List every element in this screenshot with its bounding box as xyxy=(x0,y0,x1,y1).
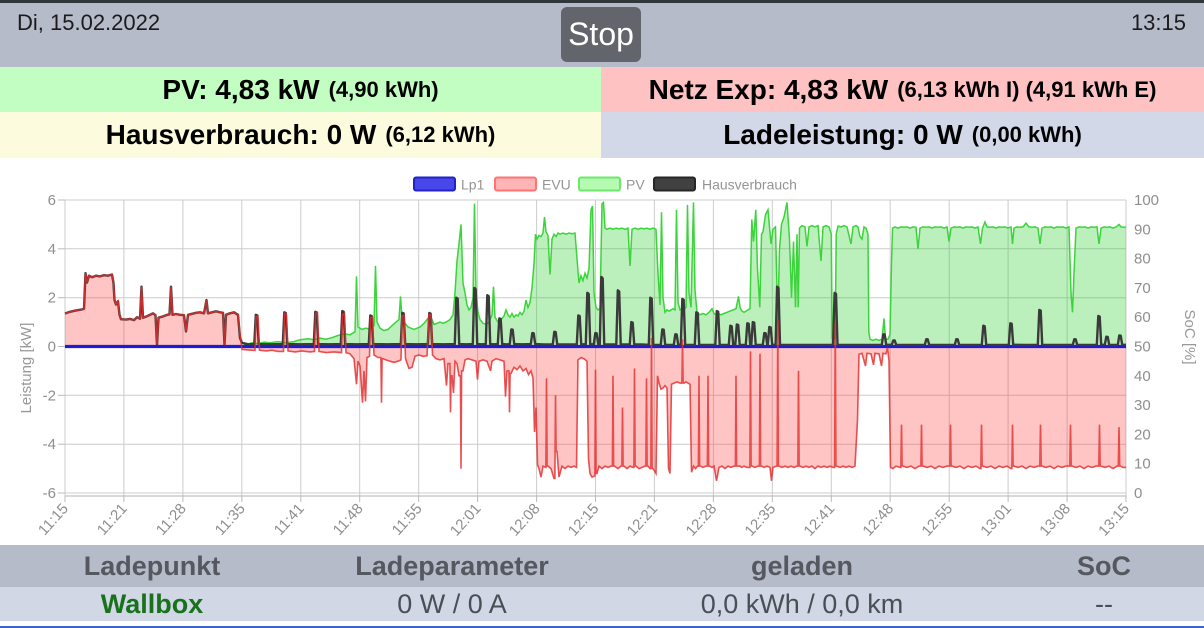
svg-text:11:15: 11:15 xyxy=(35,500,72,538)
svg-text:20: 20 xyxy=(1134,426,1151,443)
svg-text:11:41: 11:41 xyxy=(271,500,308,538)
svg-text:-6: -6 xyxy=(43,485,56,502)
svg-text:70: 70 xyxy=(1134,280,1151,297)
svg-text:12:41: 12:41 xyxy=(801,500,839,539)
svg-text:-2: -2 xyxy=(43,387,56,404)
svg-text:60: 60 xyxy=(1134,309,1151,326)
svg-text:6: 6 xyxy=(48,192,56,209)
svg-text:90: 90 xyxy=(1134,221,1151,238)
svg-text:12:55: 12:55 xyxy=(918,500,956,539)
svg-text:12:21: 12:21 xyxy=(624,500,662,539)
svg-text:12:01: 12:01 xyxy=(447,500,485,539)
svg-text:Hausverbrauch: Hausverbrauch xyxy=(702,177,797,193)
svg-text:-4: -4 xyxy=(43,436,56,453)
svg-text:13:01: 13:01 xyxy=(977,500,1015,539)
svg-text:12:15: 12:15 xyxy=(565,500,603,539)
svg-text:12:48: 12:48 xyxy=(859,500,897,539)
svg-text:12:35: 12:35 xyxy=(742,500,780,539)
svg-text:13:08: 13:08 xyxy=(1036,500,1074,539)
svg-text:Leistung [kW]: Leistung [kW] xyxy=(18,323,35,414)
svg-text:11:35: 11:35 xyxy=(212,500,249,538)
svg-text:12:28: 12:28 xyxy=(683,500,721,539)
svg-text:11:21: 11:21 xyxy=(94,500,131,538)
svg-text:30: 30 xyxy=(1134,397,1151,414)
svg-text:SoC [%]: SoC [%] xyxy=(1181,309,1198,364)
svg-text:0: 0 xyxy=(48,339,56,356)
svg-text:13:15: 13:15 xyxy=(1095,500,1133,539)
svg-text:4: 4 xyxy=(48,241,56,258)
svg-text:11:48: 11:48 xyxy=(330,500,367,538)
svg-text:12:08: 12:08 xyxy=(506,500,544,539)
svg-text:40: 40 xyxy=(1134,368,1151,385)
svg-text:100: 100 xyxy=(1134,192,1159,209)
svg-text:11:28: 11:28 xyxy=(153,500,190,538)
svg-text:80: 80 xyxy=(1134,251,1151,268)
svg-text:PV: PV xyxy=(626,177,645,193)
svg-text:EVU: EVU xyxy=(542,177,571,193)
svg-text:Lp1: Lp1 xyxy=(461,177,485,193)
svg-text:11:55: 11:55 xyxy=(389,500,426,538)
svg-text:50: 50 xyxy=(1134,339,1151,356)
svg-text:10: 10 xyxy=(1134,456,1151,473)
svg-text:0: 0 xyxy=(1134,485,1142,502)
svg-text:2: 2 xyxy=(48,290,56,307)
